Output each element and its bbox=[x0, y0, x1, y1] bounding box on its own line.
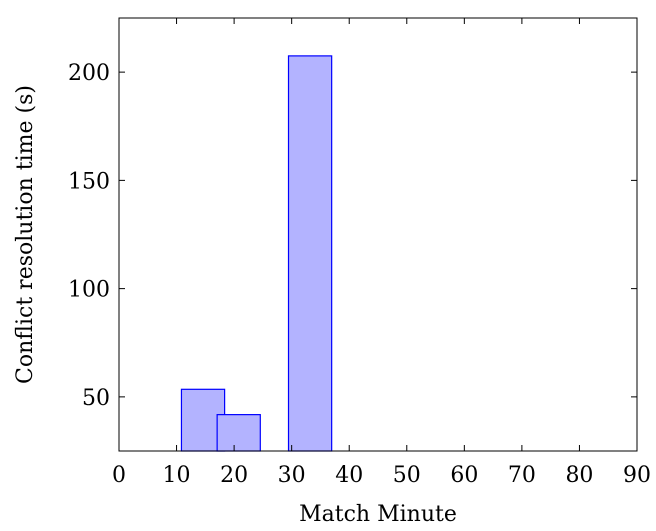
plot-frame bbox=[118, 17, 638, 452]
x-tick-label: 90 bbox=[623, 463, 651, 488]
x-tick-label: 70 bbox=[508, 463, 536, 488]
x-tick-label: 80 bbox=[565, 463, 593, 488]
x-tick-label: 60 bbox=[450, 463, 478, 488]
y-tick-label: 100 bbox=[68, 278, 110, 303]
x-tick-label: 50 bbox=[393, 463, 421, 488]
y-tick-label: 200 bbox=[68, 61, 110, 86]
bar-1 bbox=[216, 414, 261, 452]
x-tick-label: 40 bbox=[335, 463, 363, 488]
x-axis-title: Match Minute bbox=[299, 502, 457, 527]
y-tick-label: 150 bbox=[68, 169, 110, 194]
x-tick-label: 20 bbox=[220, 463, 248, 488]
bar-2 bbox=[287, 55, 333, 452]
x-tick-label: 0 bbox=[112, 463, 126, 488]
x-tick-label: 10 bbox=[163, 463, 191, 488]
y-tick-labels: 50 100 150 200 bbox=[68, 61, 110, 411]
tick-marks bbox=[118, 18, 638, 451]
y-axis-title: Conflict resolution time (s) bbox=[13, 85, 38, 384]
x-tick-label: 30 bbox=[278, 463, 306, 488]
bars bbox=[180, 55, 333, 452]
x-tick-labels: 0 10 20 30 40 50 60 70 80 90 bbox=[112, 463, 651, 488]
y-tick-label: 50 bbox=[82, 386, 110, 411]
